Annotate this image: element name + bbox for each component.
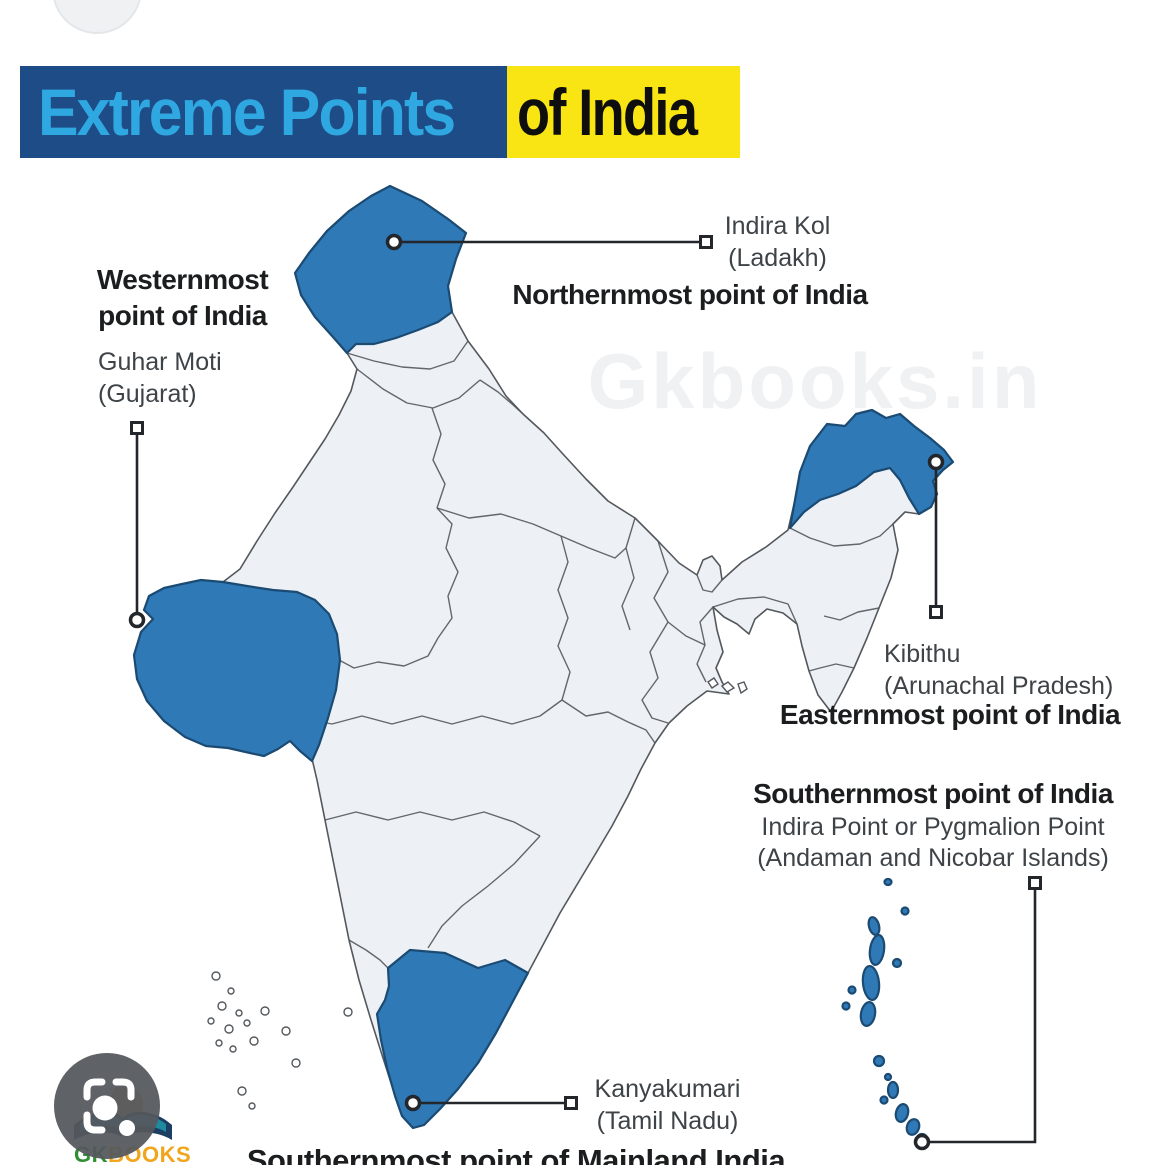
callout-north	[385, 233, 713, 251]
callout-east	[927, 453, 945, 619]
state-jammu-kashmir-ladakh	[293, 184, 468, 355]
marker-circle-north	[385, 233, 403, 251]
marker-circle-west	[128, 611, 146, 629]
east-point-title: Easternmost point of India	[779, 699, 1121, 730]
watermark-text: Gkbooks.in	[588, 337, 1043, 425]
state-borders	[300, 340, 894, 1129]
callout-south-mainland	[404, 1094, 578, 1112]
marker-square-south-islands	[1028, 876, 1042, 890]
title-highlight-box: Extreme Points	[20, 66, 507, 158]
south-mainland-region: (Tamil Nadu)	[596, 1107, 739, 1135]
marker-square-east	[929, 605, 943, 619]
marker-circle-east	[927, 453, 945, 471]
state-gujarat	[132, 578, 342, 763]
lakshadweep-islands	[207, 971, 353, 1110]
north-region: (Ladakh)	[728, 244, 827, 272]
callout-west	[128, 421, 146, 629]
lens-button[interactable]	[54, 1053, 160, 1159]
marker-square-west	[130, 421, 144, 435]
north-place: Indira Kol	[724, 212, 831, 240]
state-arunachal-pradesh	[788, 408, 955, 530]
lens-center-dot	[92, 1095, 118, 1121]
west-place: Guhar Moti	[98, 348, 222, 376]
north-point-label: Indira Kol (Ladakh)	[705, 210, 850, 274]
west-region: (Gujarat)	[98, 380, 197, 408]
delta-islets	[707, 677, 748, 695]
south-islands-label: Indira Point or Pygmalion Point (Andaman…	[745, 812, 1121, 874]
lens-corner-dot	[119, 1120, 135, 1136]
south-mainland-place: Kanyakumari	[594, 1075, 741, 1103]
south-islands-title: Southernmost point of India	[753, 778, 1113, 809]
title-banner: Extreme Points of India	[20, 66, 740, 158]
south-islands-region: (Andaman and Nicobar Islands)	[757, 844, 1109, 872]
marker-circle-south-islands	[913, 1133, 931, 1151]
south-islands-place: Indira Point or Pygmalion Point	[761, 813, 1105, 841]
andaman-nicobar-islands	[841, 877, 930, 1150]
west-point-title: Westernmost point of India	[96, 264, 269, 331]
camera-lens-icon	[83, 1078, 135, 1134]
east-place: Kibithu	[884, 640, 961, 668]
callout-south-islands	[913, 876, 1042, 1151]
south-mainland-title: Southernmost point of Mainland India	[246, 1143, 786, 1165]
state-tamil-nadu	[375, 948, 530, 1130]
west-point-label: Guhar Moti (Gujarat)	[98, 346, 222, 410]
north-point-title: Northernmost point of India	[512, 279, 868, 310]
kanyakumari-label: Kanyakumari (Tamil Nadu)	[580, 1073, 755, 1137]
marker-square-north	[699, 235, 713, 249]
marker-circle-south-mainland	[404, 1094, 422, 1112]
east-region: (Arunachal Pradesh)	[884, 672, 1114, 700]
page-title-rest: of India	[517, 75, 698, 149]
east-point-label: Kibithu (Arunachal Pradesh)	[884, 638, 1113, 702]
title-rest-box: of India	[507, 66, 740, 158]
page-title-highlight: Extreme Points	[38, 75, 456, 149]
marker-square-south-mainland	[564, 1096, 578, 1110]
